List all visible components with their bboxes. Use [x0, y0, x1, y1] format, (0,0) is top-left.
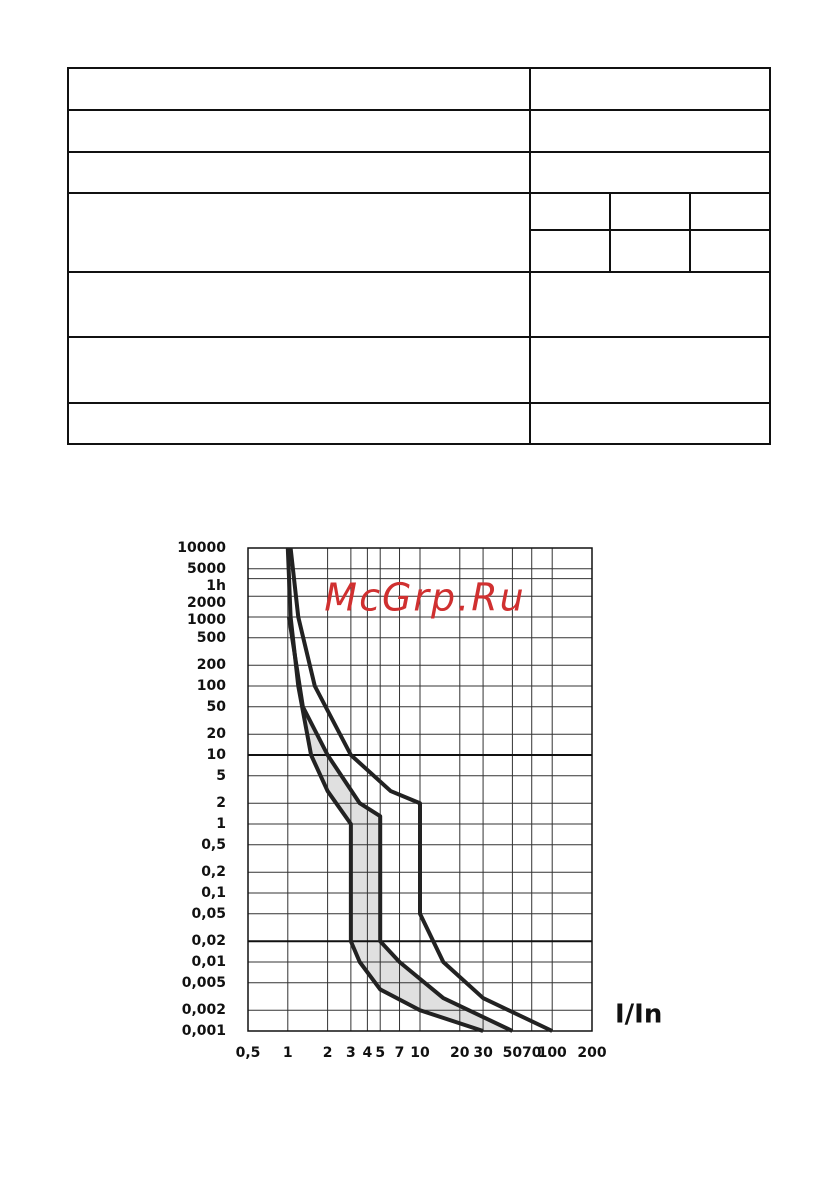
y-tick-label: 1000 [187, 612, 226, 628]
y-tick-label: 0,1 [201, 885, 226, 901]
x-tick-label: 70 [522, 1045, 542, 1061]
x-tick-label: 0,5 [236, 1045, 261, 1061]
y-tick-label: 0,005 [182, 975, 226, 991]
plot-border [247, 547, 593, 1032]
x-tick-label: 100 [538, 1045, 567, 1061]
x-tick-label: 3 [346, 1045, 356, 1061]
y-tick-label: 20 [207, 726, 227, 742]
x-tick-label: 10 [410, 1045, 430, 1061]
y-tick-label: 10 [207, 747, 227, 763]
shaded-band [287, 548, 513, 1031]
y-tick-label: 50 [207, 699, 227, 715]
watermark: McGrp.Ru [324, 576, 525, 620]
y-tick-label: 0,5 [201, 837, 226, 853]
curve [288, 547, 554, 1033]
x-tick-label: 4 [363, 1045, 373, 1061]
y-tick-label: 0,002 [182, 1002, 226, 1018]
y-tick-label: 2 [216, 795, 226, 811]
y-tick-label: 200 [197, 657, 226, 673]
y-tick-label: 0,02 [191, 933, 226, 949]
x-tick-label: 200 [577, 1045, 606, 1061]
y-tick-label: 2000 [187, 595, 226, 611]
x-tick-label: 30 [473, 1045, 493, 1061]
y-tick-label: 0,2 [201, 864, 226, 880]
y-tick-label: 0,001 [182, 1023, 226, 1039]
x-tick-label: 5 [375, 1045, 385, 1061]
y-tick-label: 5 [216, 768, 226, 784]
x-tick-label: 50 [503, 1045, 523, 1061]
empty-table [67, 67, 771, 445]
y-tick-label: 1 [216, 816, 226, 832]
y-tick-label: 500 [197, 630, 226, 646]
x-tick-label: 2 [323, 1045, 333, 1061]
x-tick-label: 1 [283, 1045, 293, 1061]
x-axis-label: I/In [615, 1000, 662, 1030]
y-tick-label: 0,01 [191, 954, 226, 970]
x-tick-label: 7 [395, 1045, 405, 1061]
y-tick-label: 100 [197, 678, 226, 694]
y-tick-label: 5000 [187, 561, 226, 577]
table-border [67, 67, 771, 445]
x-tick-label: 20 [450, 1045, 470, 1061]
y-tick-label: 1h [206, 578, 226, 594]
curve [286, 616, 514, 1033]
y-tick-label: 0,05 [191, 906, 226, 922]
y-tick-label: 10000 [177, 540, 226, 556]
